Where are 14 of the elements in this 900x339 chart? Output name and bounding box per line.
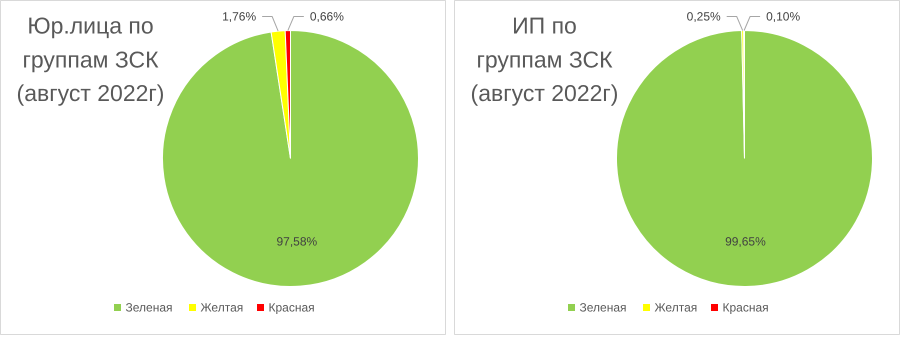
legend-label: Красная — [268, 300, 315, 314]
legend-label: Зеленая — [126, 300, 172, 314]
text: Юр.лица по группам ЗСК (август 2022г) — [16, 12, 164, 106]
data-label: 97,58% — [276, 234, 318, 248]
legend-label: Желтая — [654, 300, 698, 314]
legend-label: Желтая — [200, 300, 244, 314]
text: ИП по группам ЗСК (август 2022г) — [470, 12, 618, 106]
data-label: 0,66% — [310, 10, 344, 24]
data-label: 99,65% — [725, 234, 766, 249]
data-label: 0,10% — [766, 10, 800, 24]
legend-label: Зеленая — [580, 300, 626, 314]
data-label: 1,76% — [222, 10, 256, 24]
legend-label: Красная — [722, 300, 769, 314]
data-label: 0,25% — [686, 10, 722, 24]
